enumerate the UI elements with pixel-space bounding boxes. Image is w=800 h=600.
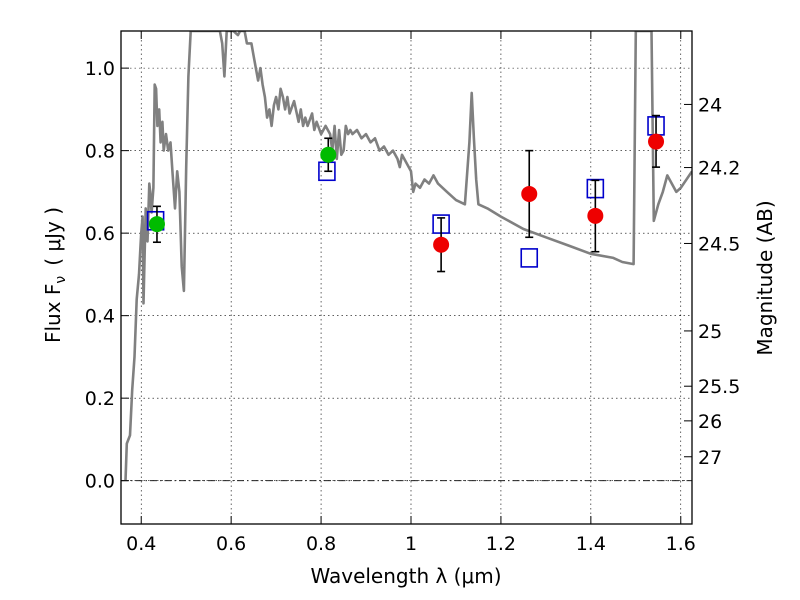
plot-frame [120, 30, 693, 525]
data-point [320, 146, 337, 163]
right-tick-label: 27 [698, 447, 722, 469]
y-axis-label: Flux Fν ( μJy ) [41, 207, 69, 343]
x-tick-label: 1.4 [576, 533, 606, 555]
data-point [521, 185, 538, 202]
right-tick-label: 24.5 [698, 233, 740, 255]
y-axis-label-main: Flux F [41, 284, 65, 343]
right-tick-label: 24.2 [698, 158, 740, 180]
data-point [433, 236, 450, 253]
y-tick-label: 0.6 [85, 223, 115, 245]
data-point [648, 133, 665, 150]
right-tick-label: 25.5 [698, 376, 740, 398]
x-tick-label: 1.2 [486, 533, 516, 555]
data-point [148, 216, 165, 233]
right-tick-label: 24 [698, 94, 722, 116]
x-tick-label: 1 [405, 533, 417, 555]
y-tick-label: 0.8 [85, 141, 115, 163]
x-tick-label: 0.6 [216, 533, 246, 555]
model-square-marker [520, 248, 539, 268]
y-tick-label: 1.0 [85, 58, 115, 80]
y-tick-label: 0.0 [85, 471, 115, 493]
x-tick-label: 0.4 [126, 533, 156, 555]
right-axis-label: Magnitude (AB) [753, 200, 777, 355]
y-axis-label-unit: ( μJy ) [41, 207, 65, 266]
plot-layer [124, 31, 692, 481]
ticks-layer: 0.4 0.6 0.8 1 1.2 1.4 1.6 0.0 0.2 0.4 0.6 0.8 1.0 24 2… [85, 31, 740, 555]
x-axis-label: Wavelength λ (μm) [310, 564, 501, 588]
y-axis-label-subscript: ν [53, 276, 69, 284]
sed-model-line [124, 31, 692, 481]
data-point [587, 207, 604, 224]
right-tick-label: 26 [698, 411, 722, 433]
x-tick-label: 0.8 [306, 533, 336, 555]
y-tick-label: 0.2 [85, 388, 115, 410]
grid-layer [121, 31, 692, 524]
right-tick-label: 25 [698, 321, 722, 343]
x-tick-label: 1.6 [666, 533, 696, 555]
y-tick-label: 0.4 [85, 306, 115, 328]
